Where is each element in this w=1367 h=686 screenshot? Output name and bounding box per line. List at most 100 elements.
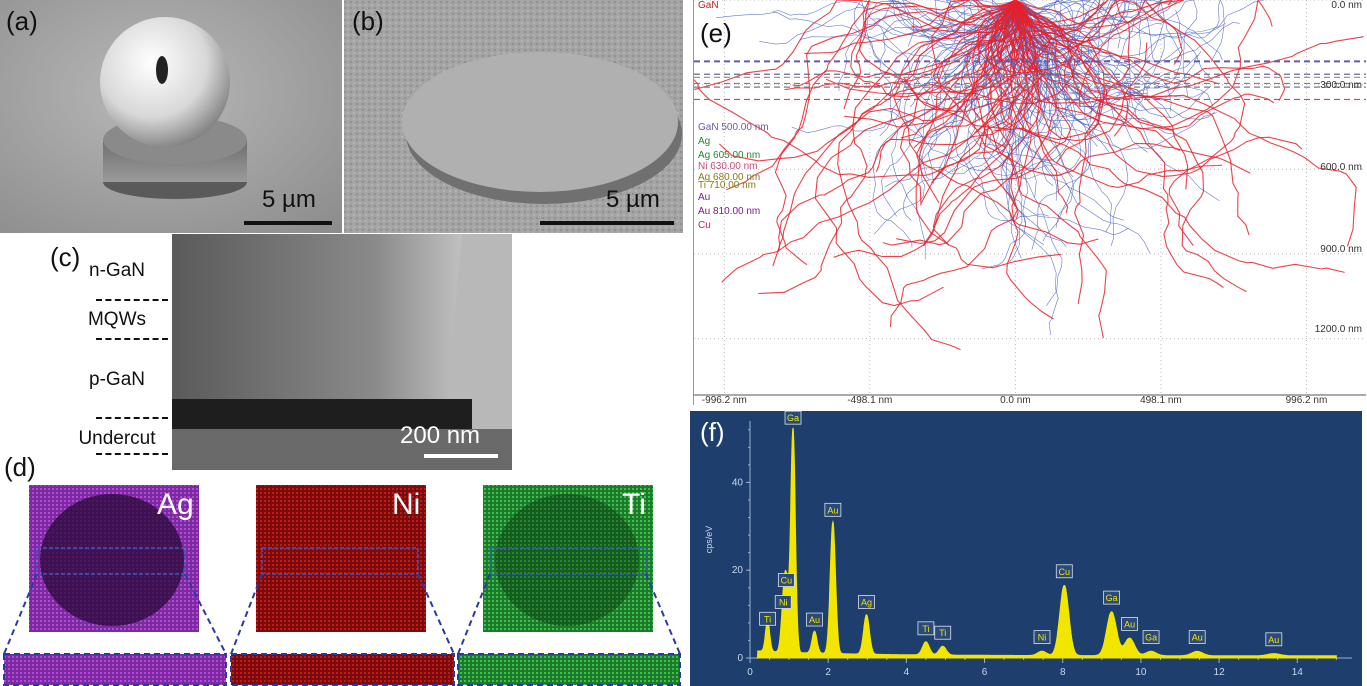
svg-text:Cu: Cu <box>781 576 793 586</box>
sem-image-a <box>0 0 342 233</box>
peak-label: Au <box>1265 632 1283 647</box>
x-tick-label: 8 <box>1060 667 1066 678</box>
svg-text:Ga: Ga <box>1145 633 1157 643</box>
panel-f-label: (f) <box>700 417 725 447</box>
peak-label: Au <box>824 502 842 517</box>
svg-text:Au: Au <box>1192 633 1203 643</box>
layer-label-p-gan: p-GaN <box>89 369 145 390</box>
map-ni <box>256 485 426 632</box>
peak-label: Ni <box>774 595 792 609</box>
panel-b-scalebar-label: 5 µm <box>606 186 660 213</box>
layer-label: Au 810.00 nm <box>698 206 760 217</box>
svg-text:Ga: Ga <box>787 413 799 423</box>
map-ti <box>483 485 653 632</box>
layer-label: Ag <box>698 136 710 147</box>
y-tick-label: 20 <box>732 565 744 576</box>
svg-text:Ni: Ni <box>1038 633 1047 643</box>
svg-text:Au: Au <box>827 505 838 515</box>
layer-label: Au <box>698 192 710 203</box>
layer-label: GaN <box>698 0 719 11</box>
panel-d-label: (d) <box>4 452 36 482</box>
peak-label: Ga <box>1142 630 1160 645</box>
peak-label: Au <box>1121 617 1138 631</box>
panel-c-scalebar <box>424 454 498 458</box>
layer-label-mqws: MQWs <box>87 309 147 330</box>
peak-label: Au <box>806 612 823 627</box>
svg-text:Ti: Ti <box>922 624 929 634</box>
panel-c-label: (c) <box>50 242 81 272</box>
layer-label: GaN 500.00 nm <box>698 122 769 133</box>
peak-label: Cu <box>1055 564 1073 579</box>
y-tick-label: 0 <box>737 653 743 664</box>
svg-text:Au: Au <box>1268 635 1279 645</box>
x-tick-label: 996.2 nm <box>1286 395 1328 405</box>
panel-a: (a) 5 µm <box>0 0 342 233</box>
panel-e: GaN GaN 500.00 nm Ag Ag 605.00 nm Ni 630.00 … <box>693 0 1367 405</box>
map-label-ni: Ni <box>392 488 421 521</box>
y-tick-label: 0.0 nm <box>1331 0 1362 11</box>
panel-d: (d) Ag Ni Ti <box>0 452 683 686</box>
x-tick-label: 4 <box>904 667 910 678</box>
layer-label: Ni 630.00 nm <box>698 161 757 172</box>
x-tick-label: 2 <box>825 667 831 678</box>
peak-label: Ga <box>1103 590 1120 605</box>
panel-b-scalebar <box>540 221 674 225</box>
eds-spectrum: 0 2 4 6 8 10 12 14 0 20 40 cps/eV Ti Ni Cu Ga Au Au Ag Ti T… <box>690 411 1362 686</box>
peak-label: Ga <box>784 411 802 425</box>
x-tick-label: -996.2 nm <box>702 395 747 405</box>
peak-label: Ti <box>934 625 952 640</box>
layer-divider <box>96 338 168 340</box>
peak-label: Ti <box>917 621 935 636</box>
svg-text:Ag: Ag <box>861 598 872 608</box>
panel-b-label: (b) <box>352 6 384 36</box>
x-tick-label: 10 <box>1135 667 1147 678</box>
sem-image-b <box>344 0 683 233</box>
x-tick-label: 0.0 nm <box>1000 395 1031 405</box>
svg-text:Cu: Cu <box>1059 567 1071 577</box>
peak-label: Cu <box>777 573 795 587</box>
y-tick-label: 1200.0 nm <box>1315 324 1362 335</box>
y-axis-label: cps/eV <box>704 526 714 554</box>
layer-label-n-gan: n-GaN <box>89 260 145 281</box>
x-tick-label: 498.1 nm <box>1140 395 1182 405</box>
panel-b: (b) 5 µm <box>344 0 683 233</box>
map-label-ag: Ag <box>157 488 194 521</box>
svg-text:Ti: Ti <box>939 628 946 638</box>
peak-label: Au <box>1188 630 1206 645</box>
svg-text:Au: Au <box>1124 619 1135 629</box>
eds-maps <box>3 485 681 686</box>
svg-text:Ti: Ti <box>764 614 771 624</box>
panel-a-label: (a) <box>6 6 38 36</box>
spectrum-curve <box>755 427 1337 659</box>
layer-divider <box>96 453 168 455</box>
layer-label: Ag 605.00 nm <box>698 150 760 161</box>
layer-label: Ti 710.00 nm <box>698 180 756 191</box>
x-tick-label: 14 <box>1292 667 1304 678</box>
panel-c-scalebar-label: 200 nm <box>400 422 481 449</box>
y-tick-label: 300.0 nm <box>1320 80 1362 91</box>
layer-label: Cu <box>698 220 711 231</box>
y-tick-label: 40 <box>732 477 744 488</box>
peak-label: Ni <box>1033 630 1051 645</box>
svg-text:Au: Au <box>809 615 820 625</box>
layer-label: Ag 680.00 nm <box>698 172 760 183</box>
x-tick-label: 6 <box>982 667 988 678</box>
layer-label-undercut: Undercut <box>78 428 156 449</box>
layer-divider <box>96 299 168 301</box>
panel-e-label: (e) <box>700 18 732 48</box>
x-tick-label: 12 <box>1214 667 1226 678</box>
map-label-ti: Ti <box>622 488 646 521</box>
panel-c: (c) n-GaN MQWs p-GaN Undercut 200 nm <box>0 234 515 470</box>
panel-a-scalebar <box>244 221 332 225</box>
panel-f: 0 2 4 6 8 10 12 14 0 20 40 cps/eV Ti Ni Cu Ga Au Au Ag Ti T… <box>690 411 1362 686</box>
peak-label: Ag <box>858 595 875 609</box>
svg-text:Ni: Ni <box>779 598 788 608</box>
y-tick-label: 600.0 nm <box>1320 162 1362 173</box>
panel-a-scalebar-label: 5 µm <box>262 186 316 213</box>
peak-label: Ti <box>759 611 776 626</box>
y-tick-label: 900.0 nm <box>1320 244 1362 255</box>
x-tick-label: 0 <box>747 667 753 678</box>
svg-text:Ga: Ga <box>1106 593 1118 603</box>
x-tick-label: -498.1 nm <box>847 395 892 405</box>
